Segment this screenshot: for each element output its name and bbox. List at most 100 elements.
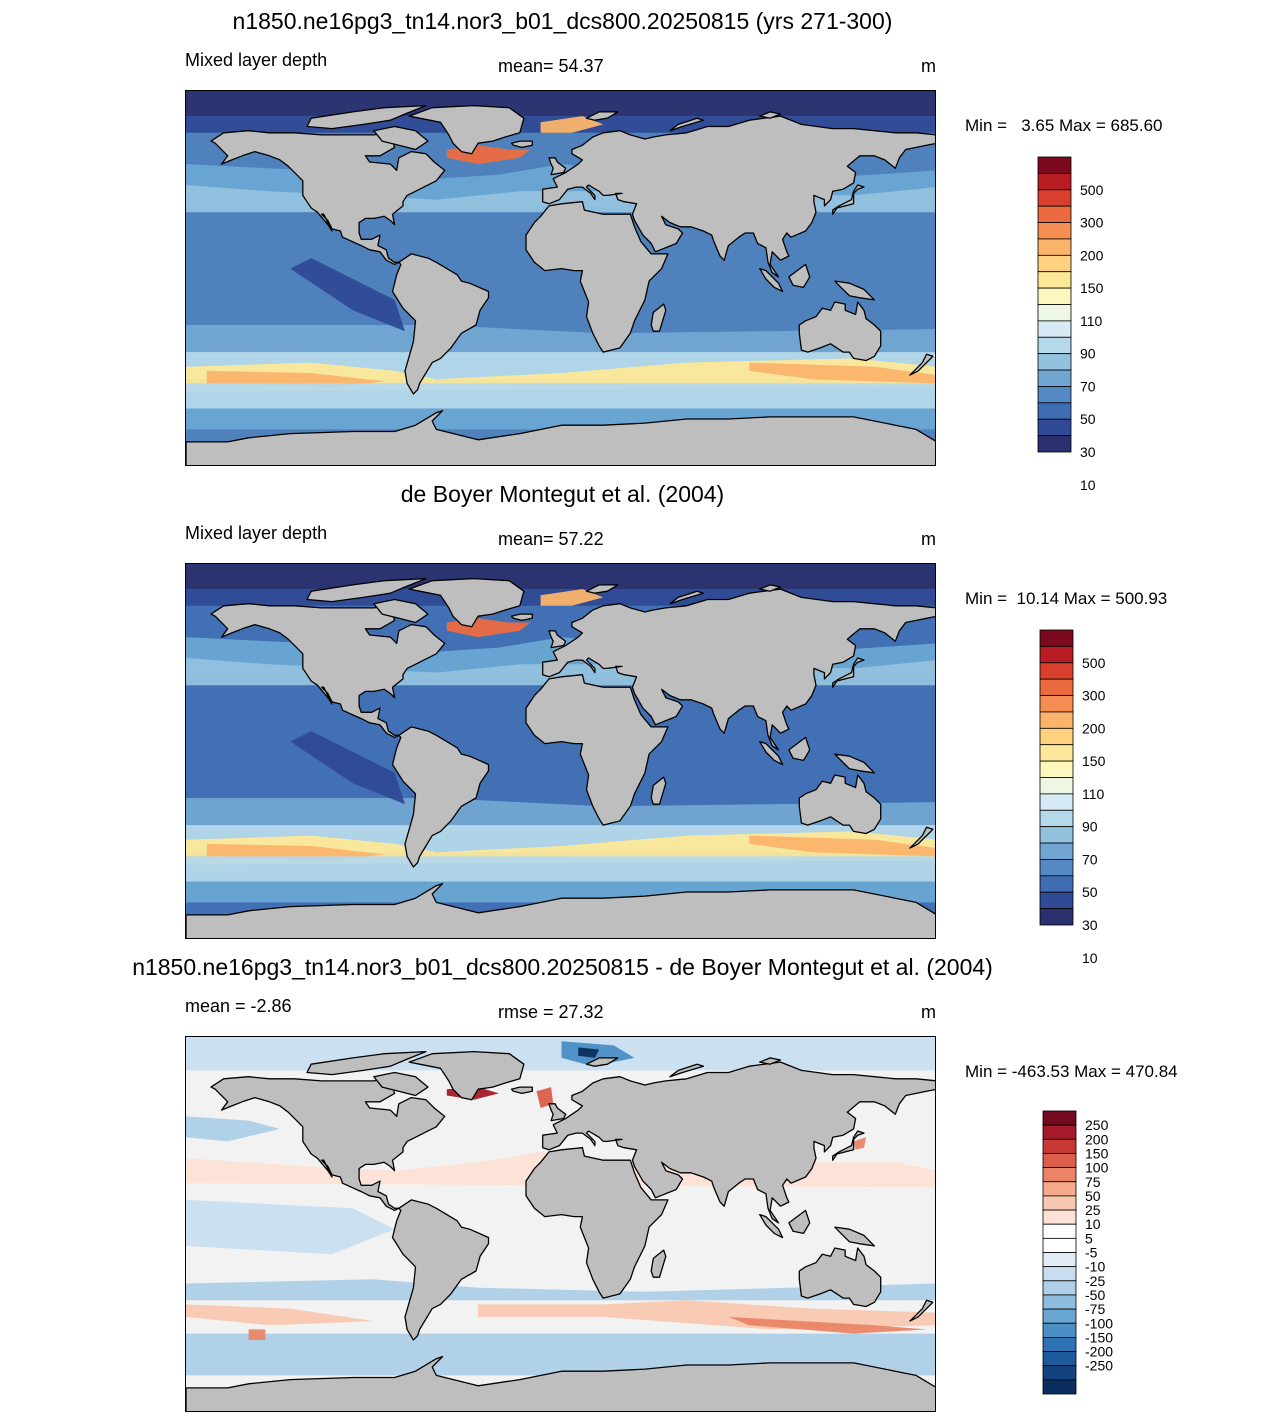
- landmass-south-america: [391, 1199, 490, 1341]
- colorbar-swatch: [1037, 336, 1072, 355]
- colorbar-tick-label: -100: [1085, 1315, 1113, 1331]
- colorbar-tick-label: 110: [1080, 313, 1103, 329]
- units-label: m: [921, 1002, 936, 1022]
- colorbar-swatch: [1042, 1266, 1077, 1282]
- colorbar-swatch: [1039, 842, 1074, 860]
- colorbar-tick-label: 200: [1082, 720, 1106, 736]
- colorbar-swatch: [1037, 222, 1072, 240]
- colorbar: 500 300 200 150 110 90 70 50 30 10: [1039, 629, 1149, 966]
- colorbar-swatch: [1042, 1308, 1077, 1324]
- colorbar-tick-label: 250: [1085, 1117, 1109, 1133]
- landmass-north-america: [210, 603, 446, 739]
- contour-band: [561, 1041, 635, 1067]
- contour-band: [540, 589, 604, 606]
- colorbar-swatch: [1039, 777, 1074, 795]
- contour-band: [186, 383, 935, 409]
- landmass-novaya-zemlya: [669, 1063, 705, 1078]
- landmass-japan: [832, 184, 865, 215]
- colorbar-swatch: [1042, 1223, 1077, 1239]
- world-map: [185, 563, 936, 939]
- landmass-severnaya: [759, 111, 782, 119]
- contour-band: [186, 91, 935, 117]
- landmass-new-guinea: [834, 280, 876, 301]
- mean-label: mean= 57.22: [498, 529, 604, 549]
- colorbar-tick-label: 30: [1082, 917, 1098, 933]
- contour-band: [186, 1199, 395, 1255]
- colorbar-tick-label: 150: [1080, 280, 1104, 296]
- colorbar-swatch: [1037, 386, 1072, 404]
- colorbar-swatch: [1037, 369, 1072, 387]
- minmax-label: Min = 3.65 Max = 685.60: [965, 116, 1163, 135]
- contour-band: [478, 1300, 935, 1330]
- colorbar-tick-label: -250: [1085, 1358, 1113, 1374]
- contour-band: [186, 856, 935, 882]
- world-map: [185, 1036, 936, 1412]
- contour-band: [248, 1329, 266, 1340]
- contour-band: [749, 362, 935, 384]
- landmass-new-zealand: [909, 353, 934, 376]
- landmass-sumatra: [759, 1213, 784, 1239]
- colorbar-swatch: [1037, 287, 1072, 305]
- colorbar-tick-label: 5: [1085, 1230, 1093, 1246]
- landmass-sumatra: [759, 267, 784, 293]
- landmass-greenland-islands: [306, 104, 427, 130]
- landmass-madagascar: [650, 776, 667, 805]
- colorbar-swatch: [1042, 1110, 1077, 1126]
- colorbar-tick-label: -75: [1085, 1301, 1105, 1317]
- colorbar-tick-label: 70: [1080, 378, 1096, 394]
- contour-band: [186, 1304, 374, 1326]
- landmass-baffin: [373, 125, 429, 151]
- colorbar-tick-label: 75: [1085, 1174, 1101, 1190]
- colorbar-swatch: [1037, 189, 1072, 207]
- colorbar-swatch: [1037, 304, 1072, 322]
- landmass-antarctica: [186, 1355, 935, 1411]
- colorbar-tick-label: -25: [1085, 1273, 1105, 1289]
- colorbar-swatch: [1039, 662, 1074, 680]
- colorbar-swatch: [1039, 891, 1074, 910]
- colorbar-swatch: [1039, 711, 1074, 729]
- landmass-eurasia: [542, 588, 935, 751]
- mean-label: mean= 54.37: [498, 56, 604, 76]
- colorbar-swatch: [1042, 1280, 1077, 1296]
- colorbar-swatch: [1042, 1209, 1077, 1225]
- landmass-severnaya: [759, 1057, 782, 1065]
- landmass-south-america: [391, 253, 490, 395]
- colorbar-swatch: [1042, 1379, 1077, 1395]
- colorbar-tick-label: 90: [1082, 819, 1098, 835]
- landmass-baffin: [373, 598, 429, 624]
- colorbar-swatch: [1037, 205, 1072, 223]
- colorbar-tick-label: 100: [1085, 1160, 1109, 1176]
- colorbar-tick-label: 50: [1082, 884, 1098, 900]
- landmass-eurasia: [542, 115, 935, 278]
- colorbar-swatch: [1037, 402, 1072, 420]
- contour-band: [290, 731, 405, 805]
- colorbar-swatch: [1039, 744, 1074, 762]
- colorbar-tick-label: 200: [1085, 1131, 1109, 1147]
- landmass-madagascar: [650, 1249, 667, 1278]
- colorbar-swatch: [1042, 1195, 1077, 1211]
- landmass-greenland-islands: [306, 577, 427, 603]
- colorbar-tick-label: 70: [1082, 851, 1098, 867]
- colorbar-swatch: [1037, 435, 1072, 453]
- landmass-iceland: [510, 613, 533, 622]
- landmass-borneo: [788, 1209, 811, 1235]
- landmass-novaya-zemlya: [669, 117, 705, 132]
- landmass-greenland: [408, 104, 525, 155]
- colorbar-tick-label: 10: [1085, 1216, 1101, 1232]
- colorbar-swatch: [1037, 172, 1072, 191]
- colorbar-tick-label: 25: [1085, 1202, 1101, 1218]
- contour-band: [290, 258, 405, 332]
- contour-band: [186, 1116, 280, 1142]
- variable-label: Mixed layer depth: [185, 523, 328, 543]
- landmass-svalbard: [585, 584, 619, 594]
- minmax-label: Min = -463.53 Max = 470.84: [965, 1062, 1178, 1081]
- colorbar-swatch: [1042, 1252, 1077, 1268]
- contour-band: [749, 835, 935, 857]
- colorbar-tick-label: 150: [1082, 753, 1106, 769]
- world-map: [185, 90, 936, 466]
- colorbar-swatch: [1039, 809, 1074, 828]
- landmass-north-america: [210, 130, 446, 266]
- colorbar-tick-label: -200: [1085, 1344, 1113, 1360]
- landmass-uk: [548, 630, 567, 649]
- colorbar-tick-label: 90: [1080, 346, 1096, 362]
